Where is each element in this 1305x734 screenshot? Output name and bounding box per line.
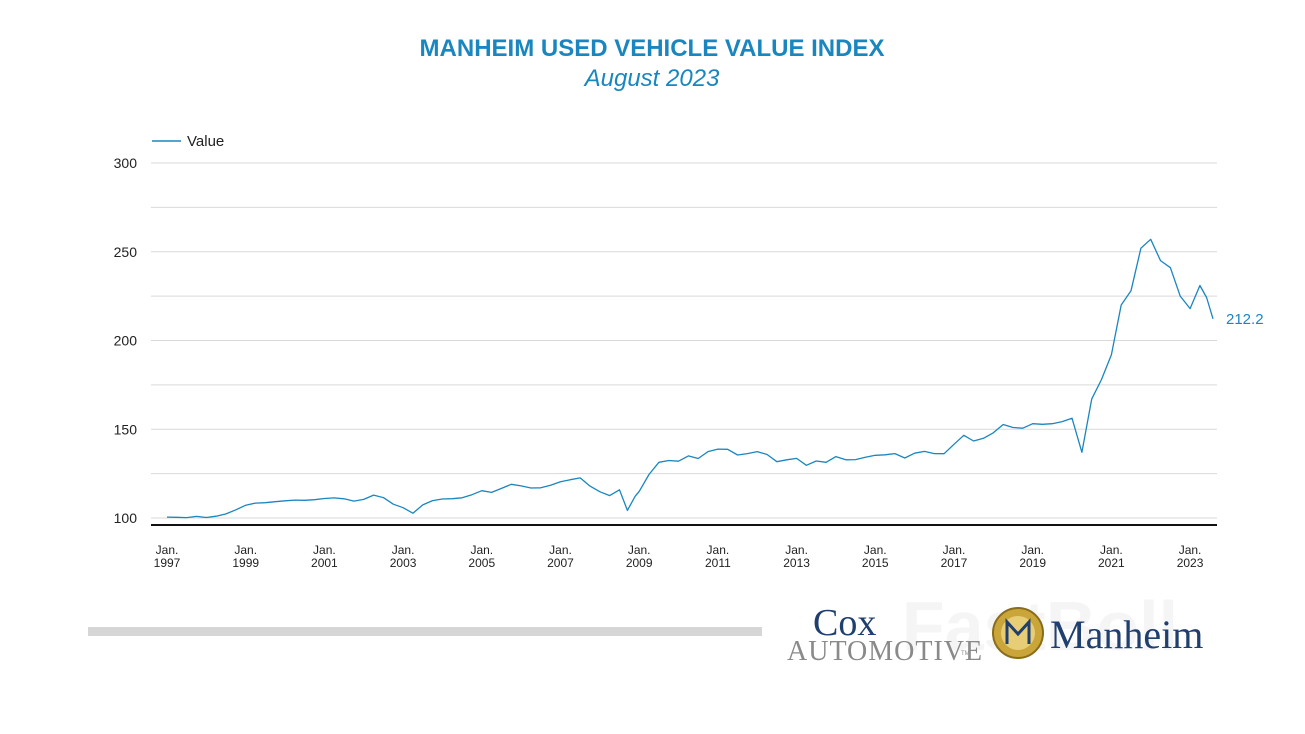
x-tick-label-year: 2015 xyxy=(862,556,889,570)
y-tick-label: 300 xyxy=(114,155,138,171)
x-tick-label-month: Jan. xyxy=(549,543,572,557)
footer-bar xyxy=(88,627,762,636)
x-tick-label-year: 2011 xyxy=(705,556,731,570)
x-tick-label-year: 1997 xyxy=(154,556,181,570)
x-tick-label-year: 2007 xyxy=(547,556,574,570)
x-tick-label-year: 2005 xyxy=(468,556,495,570)
logo-automotive-text: AUTOMOTIVE xyxy=(787,636,983,667)
x-tick-label-month: Jan. xyxy=(1021,543,1044,557)
x-tick-label-year: 2023 xyxy=(1177,556,1204,570)
y-tick-label: 250 xyxy=(114,244,138,260)
end-value-label: 212.2 xyxy=(1226,311,1264,328)
chart-subtitle: August 2023 xyxy=(583,65,720,92)
cox-automotive-logo: Cox AUTOMOTIVE TM xyxy=(787,602,983,667)
x-axis-ticks: Jan.1997Jan.1999Jan.2001Jan.2003Jan.2005… xyxy=(154,543,1204,570)
logo-cox-text: Cox xyxy=(813,602,876,644)
x-tick-label-month: Jan. xyxy=(943,543,966,557)
manheim-m-glyph-icon xyxy=(1005,618,1031,644)
x-tick-label-month: Jan. xyxy=(707,543,730,557)
y-tick-label: 100 xyxy=(114,510,138,526)
logo-tm-text: TM xyxy=(961,651,970,657)
x-tick-label-year: 2019 xyxy=(1019,556,1046,570)
x-tick-label-year: 2021 xyxy=(1098,556,1125,570)
x-tick-label-year: 2009 xyxy=(626,556,653,570)
legend-label: Value xyxy=(187,133,224,150)
y-tick-label: 200 xyxy=(114,333,138,349)
x-tick-label-month: Jan. xyxy=(864,543,887,557)
x-tick-label-year: 2001 xyxy=(311,556,338,570)
manheim-logo: Manheim xyxy=(992,607,1203,659)
series-layer xyxy=(166,238,1214,519)
series-line-value xyxy=(166,238,1214,519)
x-tick-label-month: Jan. xyxy=(313,543,336,557)
y-axis-ticks: 100 150 200 250 300 xyxy=(114,155,138,526)
x-tick-label-year: 2003 xyxy=(390,556,417,570)
x-tick-label-year: 2013 xyxy=(783,556,810,570)
x-tick-label-month: Jan. xyxy=(628,543,651,557)
x-tick-label-month: Jan. xyxy=(1179,543,1202,557)
y-tick-label: 150 xyxy=(114,421,138,437)
x-tick-label-month: Jan. xyxy=(470,543,493,557)
x-tick-label-month: Jan. xyxy=(1100,543,1123,557)
legend: Value xyxy=(152,133,224,150)
x-tick-label-month: Jan. xyxy=(392,543,415,557)
logo-manheim-text: Manheim xyxy=(1050,612,1203,657)
x-tick-label-month: Jan. xyxy=(234,543,257,557)
x-tick-label-month: Jan. xyxy=(785,543,808,557)
x-tick-label-month: Jan. xyxy=(156,543,179,557)
grid xyxy=(151,162,1217,519)
x-tick-label-year: 1999 xyxy=(232,556,259,570)
x-tick-label-year: 2017 xyxy=(941,556,968,570)
chart-title: MANHEIM USED VEHICLE VALUE INDEX xyxy=(420,35,885,62)
